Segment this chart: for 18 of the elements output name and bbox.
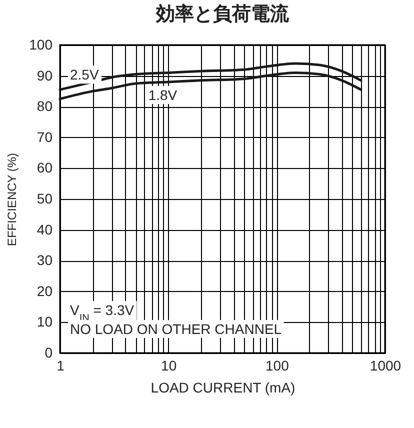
y-tick-label: 80 xyxy=(36,98,53,114)
y-axis-title: EFFICIENCY (%) xyxy=(5,152,20,246)
chart-title: 効率と負荷電流 xyxy=(155,3,290,25)
y-tick-label: 30 xyxy=(36,252,53,268)
x-axis-title: LOAD CURRENT (mA) xyxy=(150,380,296,396)
y-tick-label: 70 xyxy=(36,128,53,145)
y-tick-label: 20 xyxy=(36,282,53,299)
x-tick-label: 1000 xyxy=(370,358,402,374)
y-tick-label: 0 xyxy=(44,344,53,360)
x-tick-label: 1 xyxy=(56,358,65,374)
x-tick-label: 100 xyxy=(265,358,290,374)
y-tick-label: 10 xyxy=(36,314,53,330)
x-tick-label: 10 xyxy=(161,358,177,374)
y-tick-label: 50 xyxy=(36,190,53,206)
y-tick-label: 60 xyxy=(36,160,53,176)
y-tick-label: 100 xyxy=(29,36,53,52)
y-tick-label: 90 xyxy=(36,67,53,84)
y-tick-label: 40 xyxy=(36,221,53,238)
